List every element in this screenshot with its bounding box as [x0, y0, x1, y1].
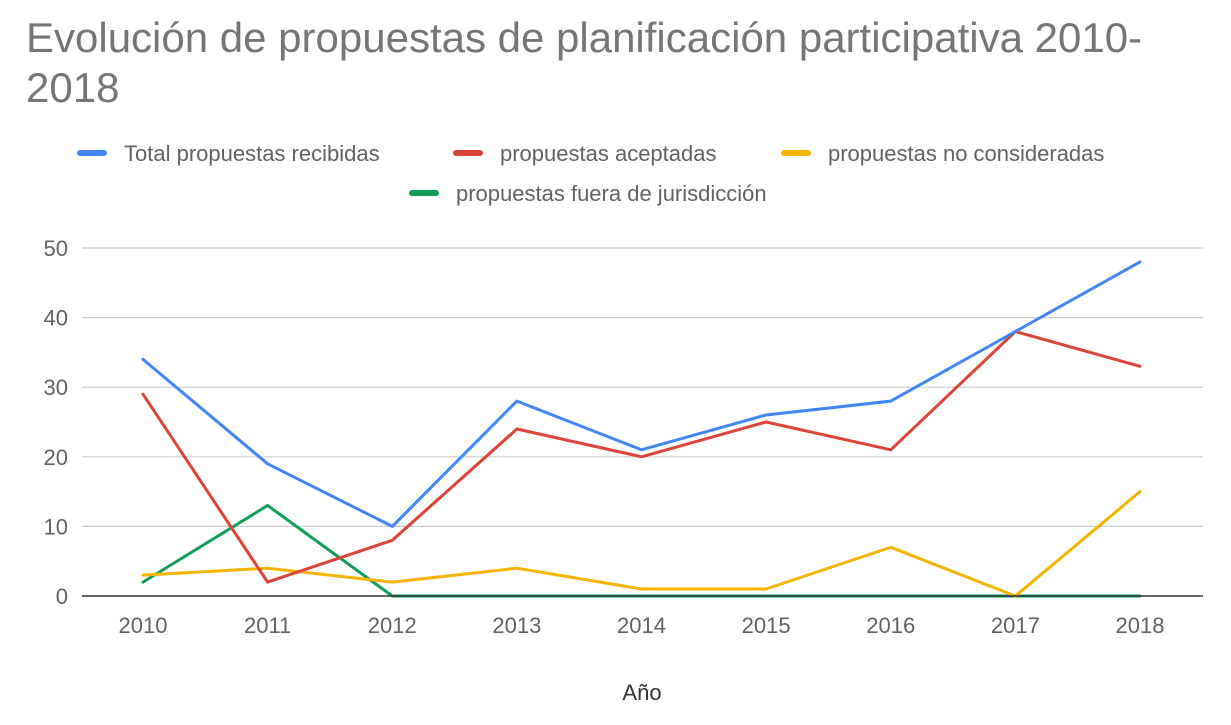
- chart-title-line-1: Evolución de propuestas de planificación…: [26, 14, 1142, 61]
- y-tick-label: 40: [44, 306, 68, 331]
- legend-item: propuestas no consideradas: [781, 141, 1104, 166]
- legend: Total propuestas recibidas propuestas ace…: [77, 141, 1104, 206]
- legend-label: propuestas fuera de jurisdicción: [456, 181, 767, 206]
- x-tick-label: 2015: [742, 613, 791, 638]
- y-axis-ticks: 0 10 20 30 40 50: [44, 236, 68, 609]
- legend-item: Total propuestas recibidas: [77, 141, 380, 166]
- legend-label: propuestas aceptadas: [500, 141, 717, 166]
- x-tick-label: 2012: [368, 613, 417, 638]
- x-tick-label: 2014: [617, 613, 666, 638]
- legend-label: propuestas no consideradas: [828, 141, 1104, 166]
- x-tick-label: 2013: [492, 613, 541, 638]
- x-tick-label: 2011: [244, 613, 291, 638]
- chart-title-line-2: 2018: [26, 64, 119, 111]
- x-tick-label: 2017: [991, 613, 1040, 638]
- y-tick-label: 50: [44, 236, 68, 261]
- legend-item: propuestas aceptadas: [453, 141, 717, 166]
- series-line: [141, 330, 1142, 584]
- series-line: [141, 490, 1142, 598]
- legend-item: propuestas fuera de jurisdicción: [409, 181, 767, 206]
- gridlines: [82, 247, 1203, 528]
- y-tick-label: 20: [44, 445, 68, 470]
- x-tick-label: 2010: [119, 613, 168, 638]
- y-tick-label: 10: [44, 514, 68, 539]
- y-tick-label: 0: [56, 584, 68, 609]
- x-axis-ticks: 2010 2011 2012 2013 2014 2015 2016 2017 2018: [119, 613, 1165, 638]
- legend-label: Total propuestas recibidas: [124, 141, 380, 166]
- series-line: [141, 260, 1142, 528]
- series-lines: [141, 260, 1142, 598]
- x-axis-title: Año: [622, 680, 661, 705]
- x-tick-label: 2016: [866, 613, 915, 638]
- x-tick-label: 2018: [1116, 613, 1165, 638]
- y-tick-label: 30: [44, 375, 68, 400]
- series-line: [141, 504, 1142, 598]
